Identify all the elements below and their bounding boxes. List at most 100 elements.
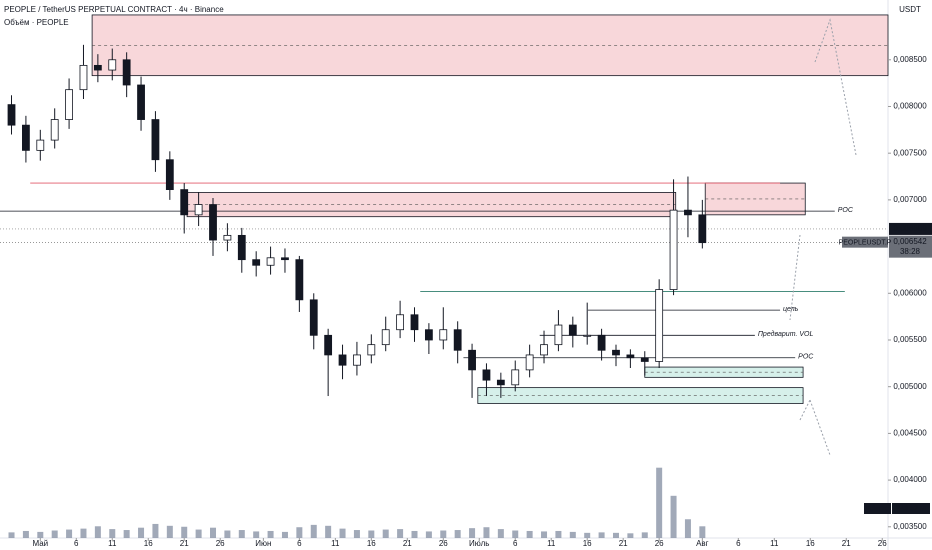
- volume-bar: [123, 530, 130, 538]
- candle-body: [324, 334, 333, 356]
- candle-body: [439, 329, 448, 341]
- candle-body: [194, 204, 203, 216]
- candle-body: [36, 139, 45, 151]
- volume-last: 249,62 M: [896, 505, 925, 512]
- volume-bar: [584, 532, 591, 538]
- volume-bar: [210, 527, 217, 538]
- volume-bar: [411, 530, 418, 538]
- candle-body: [684, 209, 692, 216]
- volume-name-box: [864, 503, 891, 514]
- candle-body: [295, 259, 304, 301]
- x-tick-label: 16: [806, 539, 815, 548]
- candle-body: [93, 64, 102, 71]
- candle-body: [410, 314, 419, 331]
- chart-title: PEOPLE / TetherUS PERPETUAL CONTRACT · 4…: [4, 5, 224, 14]
- volume-bar: [37, 531, 44, 538]
- volume-bar: [469, 528, 476, 538]
- level-label: Предварит. VOL: [758, 330, 814, 338]
- candle-body: [209, 204, 217, 241]
- candle-body: [353, 354, 361, 366]
- candle-body: [669, 209, 678, 290]
- candle-body: [640, 357, 649, 362]
- y-tick-label: 0,006000: [893, 288, 927, 297]
- x-tick-label: 6: [297, 539, 302, 548]
- candle-body: [50, 119, 59, 141]
- candle-body: [108, 59, 117, 71]
- candle-body: [698, 214, 707, 244]
- candle-body: [655, 289, 664, 362]
- x-tick-label: 21: [403, 539, 412, 548]
- volume-bar: [238, 530, 245, 538]
- volume-bar: [656, 467, 663, 538]
- volume-bar: [166, 525, 173, 538]
- candle-body: [367, 344, 376, 356]
- volume-bar: [94, 526, 101, 538]
- candle-body: [237, 234, 246, 261]
- plot: POC цель Предварит. VOL POC: [0, 14, 889, 538]
- x-tick-label: 21: [180, 539, 189, 548]
- candle-body: [137, 84, 145, 120]
- volume-bar: [526, 530, 533, 538]
- volume-bar: [684, 519, 691, 538]
- level-label: POC: [838, 207, 854, 214]
- candle-body: [583, 334, 592, 337]
- volume-bar: [195, 529, 202, 538]
- candle-body: [252, 259, 261, 266]
- last-price-box: [889, 222, 932, 235]
- level-label: цель: [783, 306, 799, 313]
- candle-body: [22, 124, 30, 151]
- x-tick-label: 11: [108, 539, 117, 548]
- y-tick-label: 0,004500: [893, 428, 927, 437]
- volume-bar: [454, 530, 461, 538]
- level-label: POC: [798, 354, 814, 361]
- x-tick-label: 6: [736, 539, 741, 548]
- x-tick-label: 11: [331, 539, 340, 548]
- volume-bar: [152, 523, 159, 538]
- volume-bar: [138, 527, 145, 538]
- volume-bar: [66, 529, 73, 538]
- candle-body: [338, 354, 347, 366]
- volume-bar: [353, 530, 360, 538]
- volume-bar: [569, 531, 576, 538]
- volume-bar: [555, 530, 562, 538]
- volume-bar: [22, 530, 29, 538]
- candle-body: [309, 299, 318, 336]
- volume-bar: [296, 527, 303, 538]
- candle-body: [554, 324, 563, 346]
- x-tick-label: Авг: [696, 539, 709, 548]
- volume-indicator: Объём · PEOPLE: [4, 18, 69, 27]
- volume-bar: [109, 529, 116, 538]
- candle-body: [468, 349, 476, 371]
- volume-bar: [8, 532, 15, 538]
- x-tick-label: 6: [513, 539, 518, 548]
- x-tick-label: 16: [583, 539, 592, 548]
- volume-bar: [80, 528, 87, 538]
- candle-body: [626, 354, 635, 359]
- candle-body: [165, 159, 174, 191]
- x-tick-label: Июль: [469, 539, 489, 548]
- volume-last-box: [892, 503, 930, 514]
- x-tick-label: 21: [619, 539, 628, 548]
- x-tick-label: Июн: [255, 539, 271, 548]
- symbol-price-box: [889, 235, 932, 258]
- volume-bar: [483, 527, 490, 538]
- volume-bar: [641, 532, 648, 538]
- volume-bar: [440, 530, 447, 538]
- x-tick-label: 21: [842, 539, 851, 548]
- volume-bar: [181, 526, 188, 538]
- candle-body: [612, 349, 620, 356]
- volume-bar: [670, 495, 677, 538]
- candle-body: [424, 329, 433, 341]
- y-tick-label: 0,008000: [893, 102, 927, 111]
- symbol-price-label: 0,006542: [893, 237, 927, 246]
- volume-bar: [541, 531, 548, 538]
- volume-bar: [267, 530, 274, 538]
- candle-body: [568, 324, 577, 336]
- x-tick-label: 26: [878, 539, 887, 548]
- candle-body: [511, 369, 520, 386]
- candle-body: [223, 234, 232, 241]
- candle-body: [266, 257, 275, 266]
- candle-body: [496, 379, 505, 386]
- candle-body: [65, 89, 73, 120]
